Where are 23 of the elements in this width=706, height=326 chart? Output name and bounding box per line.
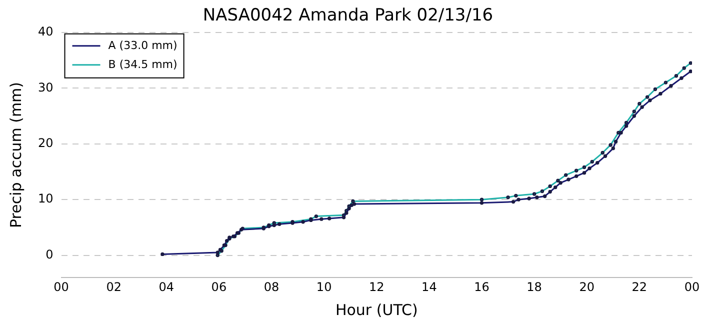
x-tick-label: 10 <box>316 280 332 294</box>
x-axis-title: Hour (UTC) <box>335 300 418 319</box>
y-tick-label: 20 <box>38 136 54 150</box>
chart-title: NASA0042 Amanda Park 02/13/16 <box>202 6 494 26</box>
y-tick-label: 40 <box>38 24 54 39</box>
x-tick-label: 00 <box>54 280 69 294</box>
x-tick-label: 22 <box>632 280 648 294</box>
x-tick-label: 08 <box>264 280 280 294</box>
x-tick-label: 16 <box>474 280 490 294</box>
legend-label: A (33.0 mm) <box>108 38 178 52</box>
legend-label: B (34.5 mm) <box>108 58 178 71</box>
y-axis-title: Precip accum (mm) <box>6 82 25 228</box>
x-tick-label: 02 <box>106 280 122 294</box>
x-tick-label: 00 <box>684 280 700 294</box>
x-tick-label: 20 <box>579 280 595 294</box>
y-tick-label: 0 <box>46 247 54 262</box>
x-tick-label: 06 <box>211 280 227 294</box>
y-tick-label: 30 <box>38 80 54 94</box>
x-tick-label: 18 <box>526 280 542 294</box>
x-tick-label: 14 <box>422 280 437 294</box>
x-tick-label: 12 <box>368 280 384 294</box>
y-tick-label: 10 <box>38 192 54 206</box>
x-tick-label: 04 <box>158 280 174 294</box>
